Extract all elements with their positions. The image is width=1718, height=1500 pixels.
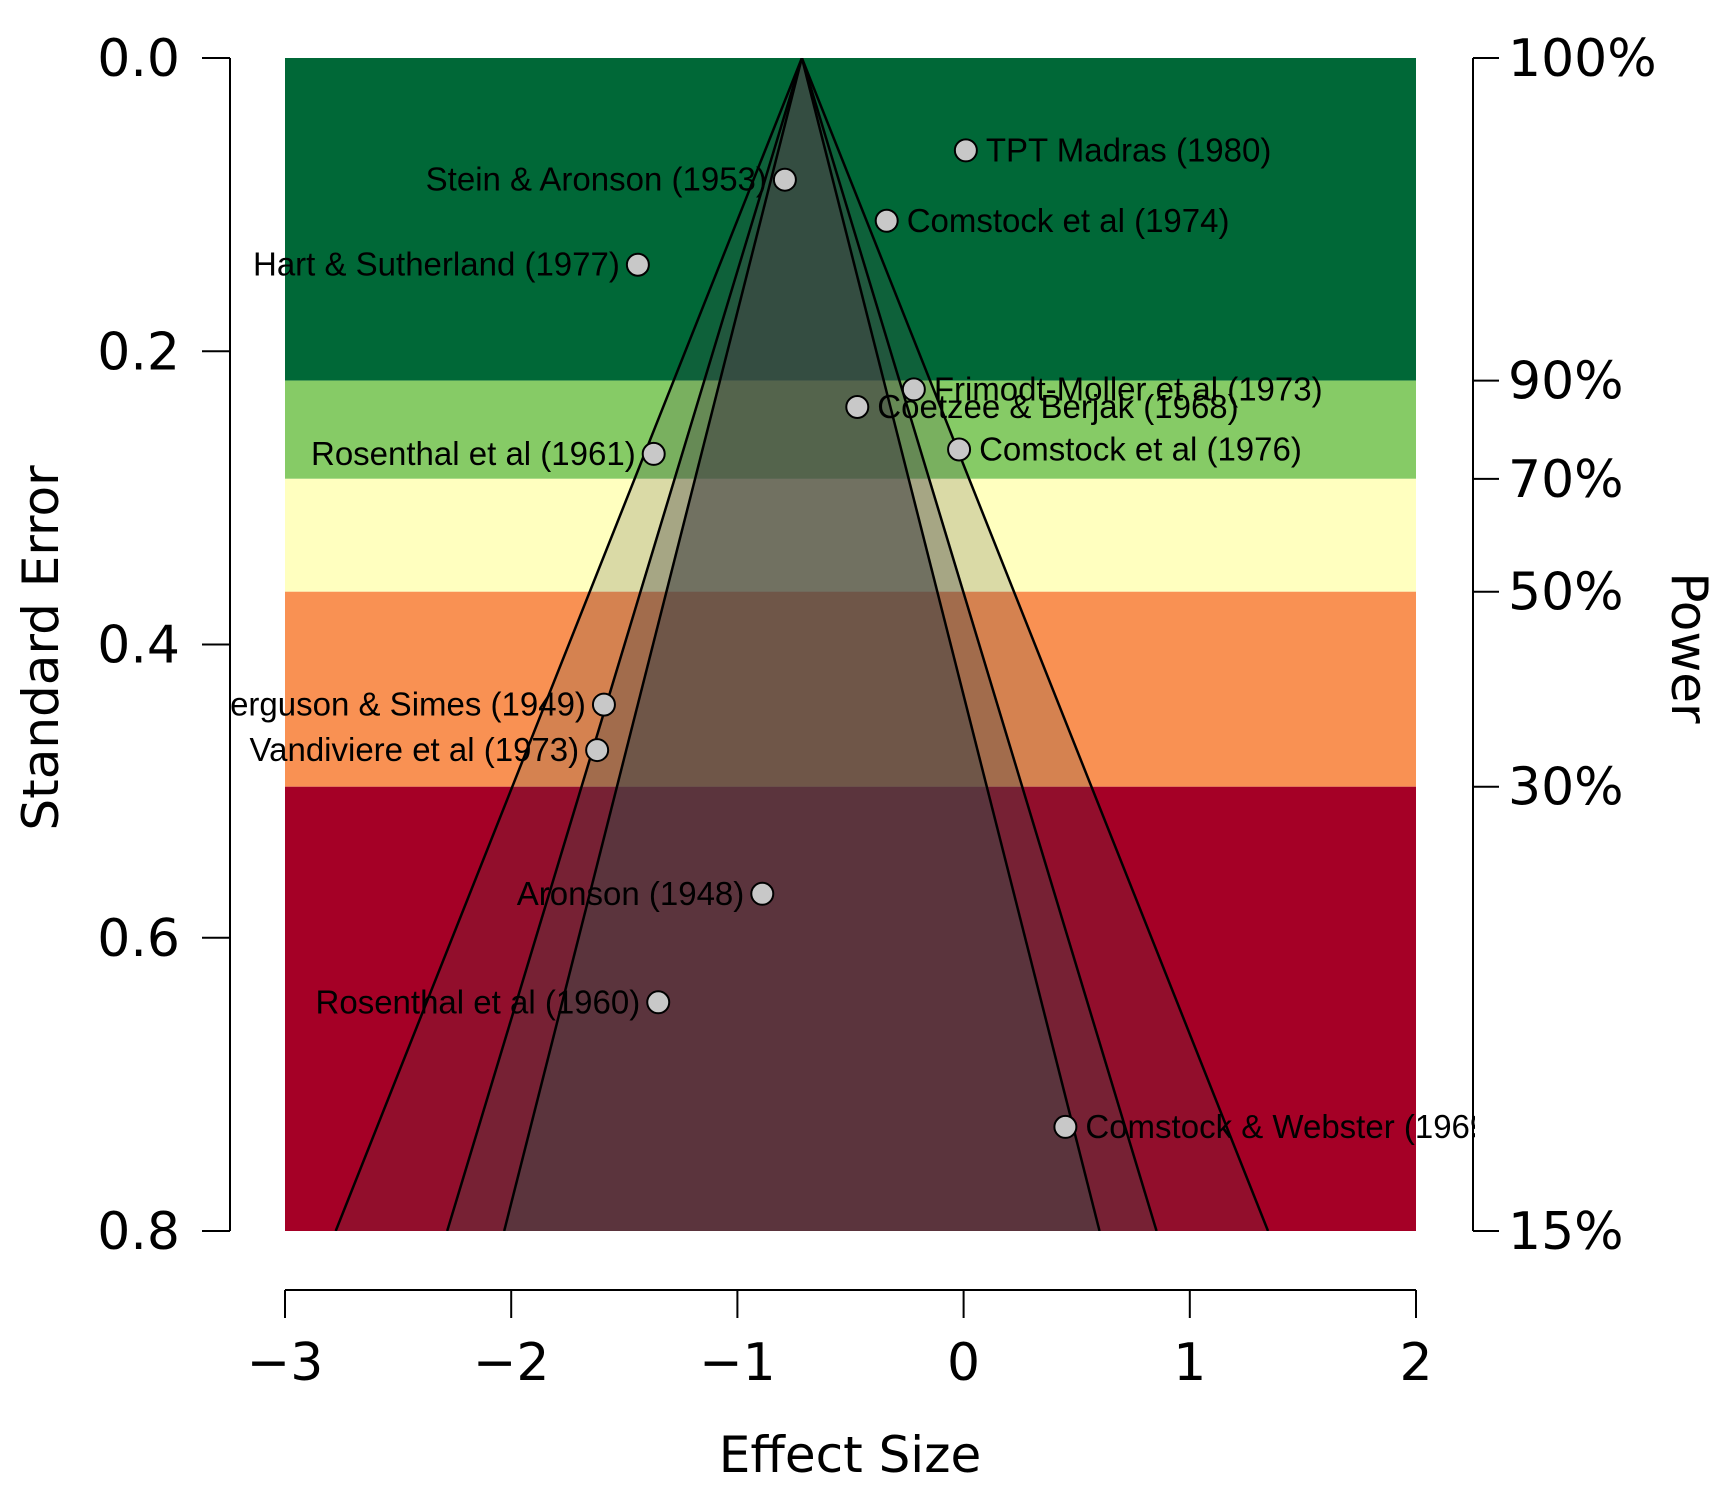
funnel-contour-lines: [334, 58, 1270, 1231]
y2-axis-power: 100% 90% 70% 50% 30% 15%: [1472, 29, 1657, 1262]
study-point-2: [772, 167, 797, 192]
y2-tick-label-4: 50%: [1508, 563, 1624, 623]
y2-tick-label-2: 90%: [1508, 352, 1624, 412]
funnel-shade-1: [504, 58, 1100, 1231]
y2-tick-label-5: 30%: [1508, 758, 1624, 818]
study-point-5: [901, 377, 926, 402]
y-tick-label-5: 0.8: [97, 1202, 180, 1262]
study-label-5: Frimodt-Moller et al (1973): [934, 370, 1323, 407]
funnel-line-1-right: [800, 58, 1101, 1231]
x-tick-label-2: −2: [473, 1333, 550, 1393]
study-point-9: [591, 692, 616, 717]
y2-tick-label-1: 100%: [1508, 29, 1657, 89]
funnel-line-3-left: [334, 58, 804, 1231]
study-point-3: [874, 208, 899, 233]
funnel-line-3-right: [800, 58, 1270, 1231]
x-axis-effect-size: −3 −2 −1 0 1 2: [247, 1289, 1433, 1393]
study-label-8: Rosenthal et al (1961): [311, 435, 636, 472]
y2-tick-label-6: 15%: [1508, 1202, 1624, 1262]
y-tick-label-3: 0.4: [97, 616, 180, 676]
funnel-line-2-left: [445, 58, 804, 1231]
study-label-13: Comstock & Webster (1969): [1085, 1108, 1499, 1145]
x-tick-label-6: 2: [1399, 1333, 1432, 1393]
study-label-7: Comstock et al (1976): [979, 430, 1302, 467]
funnel-shaded-regions: [335, 58, 1269, 1231]
x-axis-title: Effect Size: [719, 1426, 981, 1484]
study-label-9: Ferguson & Simes (1949): [210, 686, 586, 723]
study-labels: TPT Madras (1980) Stein & Aronson (1953) C…: [210, 131, 1499, 1145]
study-label-1: TPT Madras (1980): [986, 131, 1272, 168]
study-label-10: Vandiviere et al (1973): [250, 731, 580, 768]
study-point-6: [845, 394, 870, 419]
study-point-7: [947, 437, 972, 462]
study-label-2: Stein & Aronson (1953): [426, 161, 767, 198]
study-label-4: Hart & Sutherland (1977): [253, 246, 620, 283]
study-label-12: Rosenthal et al (1960): [316, 983, 641, 1020]
y2-axis-title: Power: [1660, 572, 1718, 724]
study-label-11: Aronson (1948): [517, 875, 744, 912]
y-tick-label-2: 0.2: [97, 322, 180, 382]
study-point-10: [585, 738, 610, 763]
study-point-11: [750, 881, 775, 906]
study-point-4: [625, 252, 650, 277]
study-point-1: [953, 138, 978, 163]
y-tick-label-4: 0.6: [97, 909, 180, 969]
study-point-8: [641, 441, 666, 466]
study-point-12: [646, 990, 671, 1015]
study-points: [585, 138, 1078, 1139]
funnel-line-1-left: [502, 58, 804, 1231]
x-tick-label-5: 1: [1173, 1333, 1206, 1393]
study-point-13: [1053, 1114, 1078, 1139]
x-tick-label-4: 0: [947, 1333, 980, 1393]
x-tick-label-3: −1: [699, 1333, 776, 1393]
study-label-6: Coetzee & Berjak (1968): [877, 388, 1238, 425]
funnel-line-2-right: [800, 58, 1158, 1231]
y-axis-standard-error: 0.0 0.2 0.4 0.6 0.8: [97, 29, 231, 1262]
x-tick-label-1: −3: [247, 1333, 324, 1393]
y-axis-title: Standard Error: [12, 465, 70, 831]
study-label-3: Comstock et al (1974): [907, 202, 1230, 239]
y-tick-label-1: 0.0: [97, 29, 180, 89]
y2-tick-label-3: 70%: [1508, 450, 1624, 510]
